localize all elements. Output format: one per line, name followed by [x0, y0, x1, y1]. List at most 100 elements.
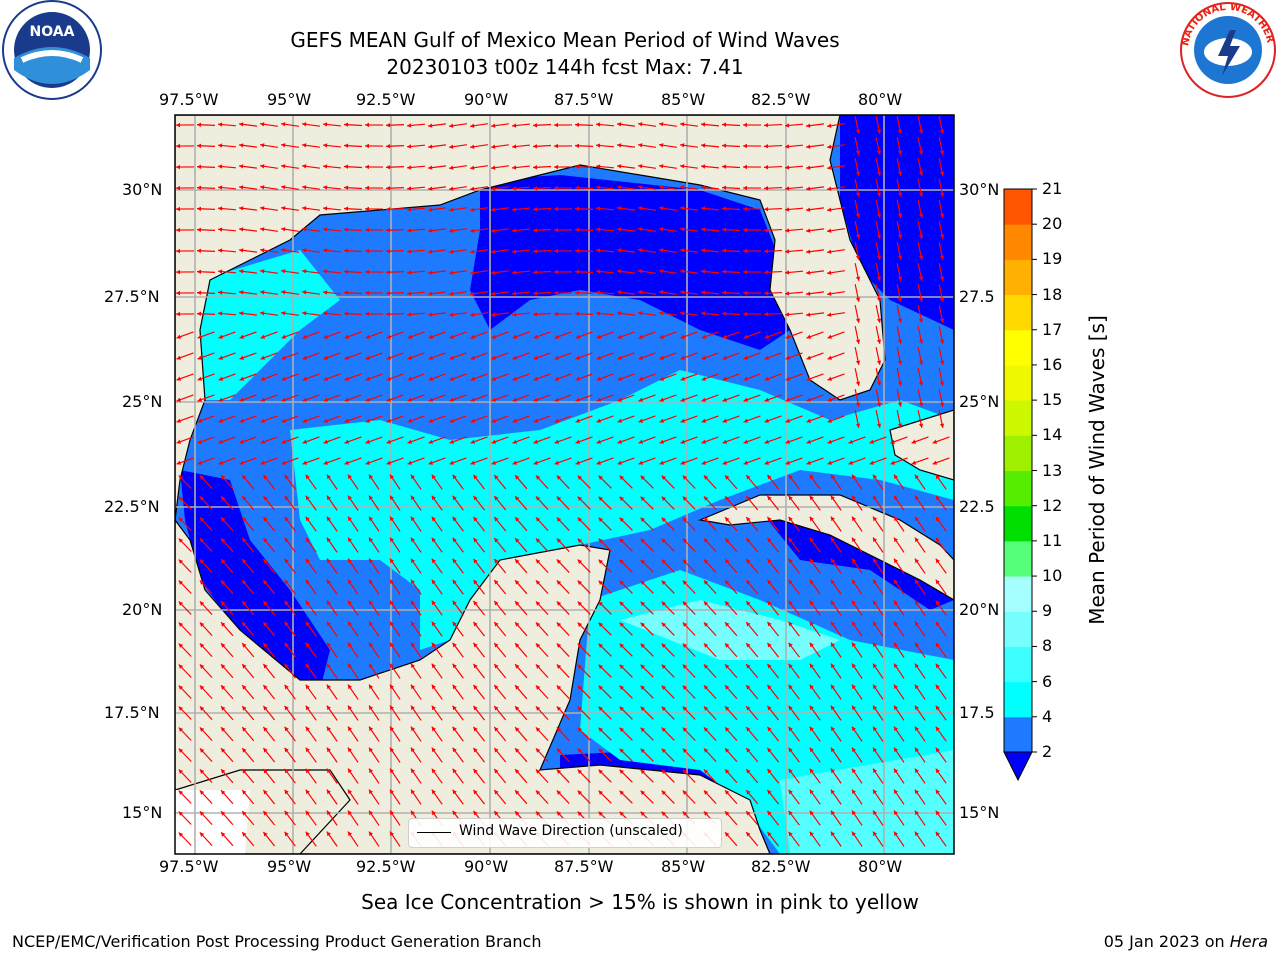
wave-direction-arrowhead	[682, 643, 688, 648]
wave-direction-arrowhead	[242, 832, 247, 837]
wave-direction-arrowhead	[830, 642, 835, 648]
wave-direction-arrowhead	[855, 276, 861, 281]
wave-direction-arrowhead	[876, 318, 882, 323]
nws-logo: NATIONAL WEATHER SERVICE	[1178, 0, 1276, 98]
wave-direction-arrowhead	[449, 207, 454, 212]
footer-date: 05 Jan 2023 on Hera	[1104, 932, 1268, 951]
wave-direction-arrowhead	[242, 811, 247, 816]
colorbar-segment	[1004, 400, 1032, 436]
wave-direction-arrowhead	[897, 192, 903, 197]
wave-direction-arrowhead	[199, 748, 205, 753]
wave-direction-arrowhead	[347, 663, 353, 669]
wave-direction-arrowhead	[515, 664, 520, 669]
wave-direction-arrowhead	[410, 684, 415, 690]
wave-direction-arrowhead	[640, 622, 646, 628]
lat-label-right-5: 17.5	[959, 703, 995, 722]
wave-direction-arrowhead	[556, 706, 562, 711]
wave-direction-arrowhead	[221, 685, 226, 690]
colorbar-segment	[1004, 329, 1032, 366]
wave-direction-arrowhead	[473, 537, 478, 543]
wave-direction-arrowhead	[535, 685, 541, 690]
wave-direction-arrowhead	[554, 460, 560, 465]
wave-direction-arrowhead	[515, 769, 520, 774]
wave-direction-arrowhead	[680, 143, 685, 148]
wave-direction-arrowhead	[344, 269, 349, 274]
wave-direction-arrowhead	[452, 600, 457, 606]
wave-direction-arrowhead	[851, 789, 857, 795]
wave-direction-arrowhead	[935, 726, 940, 732]
wave-direction-arrowhead	[701, 334, 707, 339]
wave-direction-arrowhead	[347, 831, 353, 837]
wave-direction-arrowhead	[389, 474, 395, 480]
wave-direction-arrowhead	[344, 334, 350, 339]
wave-direction-arrowhead	[897, 255, 903, 260]
wave-direction-arrowhead	[767, 726, 772, 732]
wave-direction-arrowhead	[619, 559, 624, 565]
wave-direction-arrowhead	[386, 186, 391, 191]
wave-direction-arrowhead	[326, 642, 331, 648]
wave-direction-arrowhead	[491, 123, 496, 128]
wave-direction-arrowhead	[746, 580, 751, 585]
wave-direction-arrowhead	[577, 685, 583, 690]
wave-direction-arrowhead	[239, 418, 245, 423]
wave-direction-arrowhead	[598, 517, 604, 523]
wave-direction-arrowhead	[682, 580, 688, 585]
wave-direction-arrowhead	[491, 460, 497, 465]
wave-direction-arrowhead	[743, 164, 748, 170]
wave-direction-arrowhead	[494, 790, 499, 795]
wave-direction-arrowhead	[556, 748, 562, 753]
wave-direction-arrowhead	[533, 291, 538, 296]
wave-direction-arrowhead	[347, 579, 353, 585]
wave-direction-arrowhead	[918, 234, 924, 239]
wave-direction-arrowhead	[197, 269, 202, 274]
wave-direction-arrowhead	[197, 397, 203, 402]
wave-direction-arrowhead	[284, 537, 289, 543]
wave-direction-arrowhead	[701, 418, 707, 423]
wave-direction-arrowhead	[428, 144, 433, 149]
wave-direction-arrowhead	[281, 290, 286, 295]
wave-direction-arrowhead	[470, 270, 475, 275]
wave-direction-arrowhead	[806, 144, 811, 149]
wave-direction-arrowhead	[767, 600, 772, 606]
wave-direction-arrowhead	[785, 291, 790, 296]
wave-direction-arrowhead	[178, 727, 184, 732]
wave-direction-arrowhead	[344, 376, 350, 381]
wave-direction-arrowhead	[872, 831, 878, 837]
wave-direction-arrowhead	[598, 727, 604, 733]
wave-direction-arrowhead	[242, 622, 247, 627]
wave-direction-arrowhead	[473, 579, 478, 585]
wave-direction-arrowhead	[767, 474, 772, 480]
wave-direction-arrowhead	[918, 318, 924, 323]
lat-label-left-3: 22.5°N	[104, 497, 160, 516]
wave-direction-arrowhead	[512, 165, 517, 170]
wave-direction-arrowhead	[897, 339, 903, 344]
wave-direction-arrowhead	[365, 311, 370, 317]
wave-direction-arrowhead	[491, 312, 496, 317]
wave-direction-arrowhead	[743, 376, 749, 381]
wave-direction-arrowhead	[855, 150, 861, 155]
wave-direction-arrowhead	[470, 144, 475, 149]
wave-direction-arrowhead	[746, 622, 751, 627]
wave-direction-arrowhead	[876, 129, 882, 134]
wave-direction-arrowhead	[365, 439, 371, 444]
wave-direction-arrowhead	[722, 460, 728, 465]
noaa-logo: NOAA	[2, 0, 102, 100]
wave-direction-arrowhead	[638, 355, 644, 360]
wave-direction-arrowhead	[199, 790, 205, 795]
wave-direction-arrowhead	[725, 517, 730, 522]
wave-direction-arrowhead	[515, 601, 520, 606]
wave-direction-arrowhead	[785, 228, 790, 233]
field-band-nw-caribbean	[760, 510, 954, 610]
wave-direction-arrowhead	[788, 810, 793, 816]
wave-direction-arrowhead	[596, 418, 602, 423]
wave-direction-arrowhead	[827, 249, 832, 254]
wave-direction-arrowhead	[788, 726, 793, 732]
colorbar-tick-label: 13	[1042, 460, 1063, 480]
wave-direction-arrowhead	[344, 311, 349, 316]
wave-direction-arrowhead	[239, 269, 244, 274]
wave-direction-arrowhead	[199, 769, 205, 774]
wave-direction-arrowhead	[512, 228, 517, 233]
wave-direction-arrowhead	[788, 684, 793, 690]
wave-direction-arrowhead	[386, 228, 391, 233]
wave-direction-arrowhead	[785, 165, 790, 170]
